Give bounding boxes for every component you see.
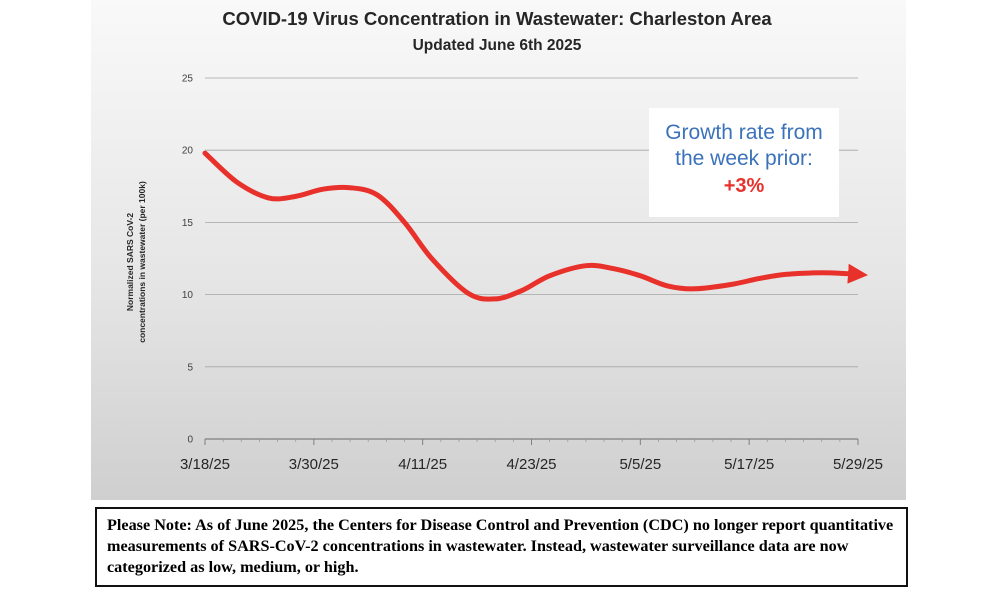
cdc-note: Please Note: As of June 2025, the Center…: [95, 507, 908, 587]
y-tick-label: 10: [182, 290, 194, 301]
cdc-note-text: Please Note: As of June 2025, the Center…: [107, 516, 894, 576]
y-tick-label: 25: [182, 74, 194, 85]
chart-panel: COVID-19 Virus Concentration in Wastewat…: [91, 0, 906, 500]
annotation-line-2: the week prior:: [675, 147, 813, 170]
growth-rate-annotation: Growth rate from the week prior: +3%: [649, 108, 839, 217]
y-axis-title-line2: concentrations in wastewater (per 100k): [137, 181, 147, 343]
annotation-line-1: Growth rate from: [665, 121, 823, 144]
x-tick-label: 5/17/25: [724, 456, 774, 473]
x-axis: 3/18/25 3/30/25 4/11/25 4/23/25 5/5/25 5/17/2…: [180, 439, 883, 473]
growth-rate-value: +3%: [723, 175, 765, 197]
series-line: [202, 150, 868, 302]
y-tick-label: 20: [182, 146, 194, 157]
x-tick-label: 3/18/25: [180, 456, 230, 473]
chart-canvas: COVID-19 Virus Concentration in Wastewat…: [125, 8, 883, 473]
x-tick-label: 4/23/25: [506, 456, 556, 473]
y-axis-title-line1: Normalized SARS CoV-2: [125, 213, 135, 312]
y-axis-title: Normalized SARS CoV-2 concentrations in …: [125, 181, 147, 343]
y-tick-label: 0: [187, 435, 193, 446]
x-tick-label: 4/11/25: [398, 456, 447, 473]
y-tick-label: 5: [187, 362, 193, 373]
x-tick-label: 5/5/25: [619, 456, 661, 473]
series-layer: [202, 150, 868, 302]
x-tick-label: 5/29/25: [833, 456, 883, 473]
y-tick-label: 15: [182, 218, 194, 229]
y-tick-labels: 0 5 10 15 20 25: [182, 74, 194, 446]
chart-title: COVID-19 Virus Concentration in Wastewat…: [222, 8, 772, 29]
x-tick-label: 3/30/25: [289, 456, 339, 473]
chart-subtitle: Updated June 6th 2025: [413, 37, 582, 54]
